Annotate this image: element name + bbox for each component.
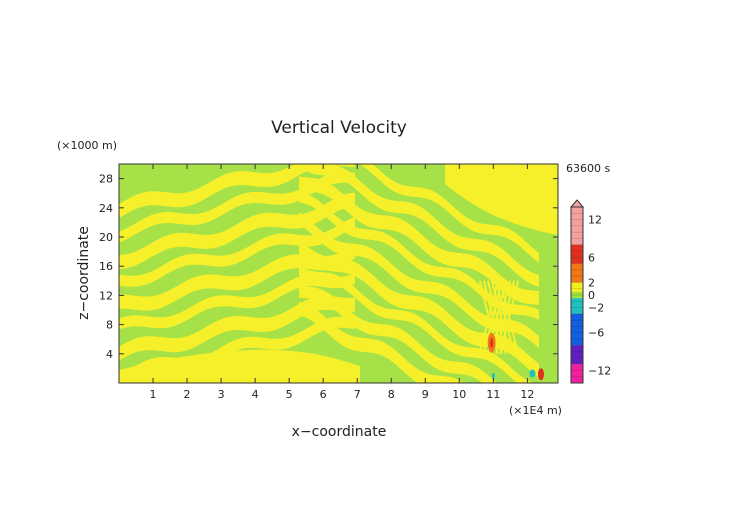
x-tick-label: 4	[252, 388, 259, 401]
x-tick-label: 6	[320, 388, 327, 401]
updraft-band	[119, 164, 355, 219]
updraft-band	[119, 192, 355, 269]
updraft-streak	[495, 280, 516, 355]
colorbar-cell	[571, 263, 583, 283]
y-tick-label: 20	[99, 231, 113, 244]
colorbar-label: −6	[588, 327, 604, 340]
colorbar-arrow	[569, 199, 585, 208]
updraft-band	[299, 212, 539, 349]
x-tick-label: 12	[520, 388, 534, 401]
updraft-band	[119, 295, 355, 361]
x-tick-label: 8	[388, 388, 395, 401]
y-tick-label: 24	[99, 202, 113, 215]
x-tick-label: 11	[486, 388, 500, 401]
colorbar: 12 6 20−2 −6 −12	[569, 199, 611, 384]
colorbar-cell	[571, 345, 583, 365]
colorbar-cell	[571, 298, 583, 314]
updraft-band	[359, 164, 539, 263]
colorbar-label: 6	[588, 251, 595, 264]
updraft-band	[119, 171, 355, 243]
plot-area	[118, 163, 559, 384]
updraft-band	[299, 265, 535, 383]
y-tick-label: 4	[106, 348, 113, 361]
updraft-band	[299, 285, 497, 383]
updraft-band	[119, 272, 355, 330]
x-tick-label: 5	[286, 388, 293, 401]
chart-title: Vertical Velocity	[271, 118, 407, 138]
colorbar-cell	[571, 244, 583, 264]
colorbar-cell	[571, 282, 583, 292]
updraft-band	[299, 239, 539, 378]
strong-updraft-core	[490, 337, 494, 348]
x-tick-label: 3	[218, 388, 225, 401]
updraft-streak	[499, 280, 520, 355]
plot-frame	[118, 163, 559, 384]
x-tick-label: 10	[452, 388, 466, 401]
y-tick-label: 12	[99, 289, 113, 302]
x-unit-label: (×1E4 m)	[509, 404, 562, 417]
y-axis: 4 8 12 16 20 24 28	[99, 173, 558, 361]
colorbar-label: 2	[588, 276, 595, 289]
x-tick-label: 2	[184, 388, 191, 401]
y-tick-label: 16	[99, 260, 113, 273]
x-axis: 1 2 3 4 5 6 7 8 9 10 11 12	[150, 164, 534, 401]
x-tick-label: 7	[354, 388, 361, 401]
colorbar-cell	[571, 313, 583, 346]
strong-updraft-cell	[537, 368, 544, 381]
y-tick-label: 8	[106, 319, 113, 332]
updraft-band	[299, 301, 465, 383]
downdraft-cell	[491, 372, 495, 379]
y-unit-label: (×1000 m)	[57, 139, 117, 152]
colorbar-label: 12	[588, 214, 602, 227]
colorbar-label: −2	[588, 302, 604, 315]
colorbar-cell	[571, 291, 583, 299]
updraft-band	[119, 216, 355, 287]
colorbar-frame	[570, 206, 584, 384]
downdraft-cell	[529, 369, 536, 378]
updraft-band	[299, 176, 539, 306]
x-axis-label: x−coordinate	[292, 424, 387, 440]
updraft-band	[119, 244, 355, 311]
x-tick-label: 9	[422, 388, 429, 401]
velocity-field-bands	[119, 164, 558, 383]
updraft-region	[119, 349, 360, 383]
updraft-band	[299, 192, 539, 320]
colorbar-cell	[571, 207, 583, 245]
x-tick-label: 1	[150, 388, 157, 401]
y-axis-label: z−coordinate	[76, 226, 92, 320]
colorbar-label: −12	[588, 364, 611, 377]
colorbar-cell	[571, 364, 583, 383]
time-label: 63600 s	[566, 162, 610, 175]
updraft-region	[445, 164, 558, 235]
colorbar-label: 0	[588, 289, 595, 302]
y-tick-label: 28	[99, 173, 113, 186]
